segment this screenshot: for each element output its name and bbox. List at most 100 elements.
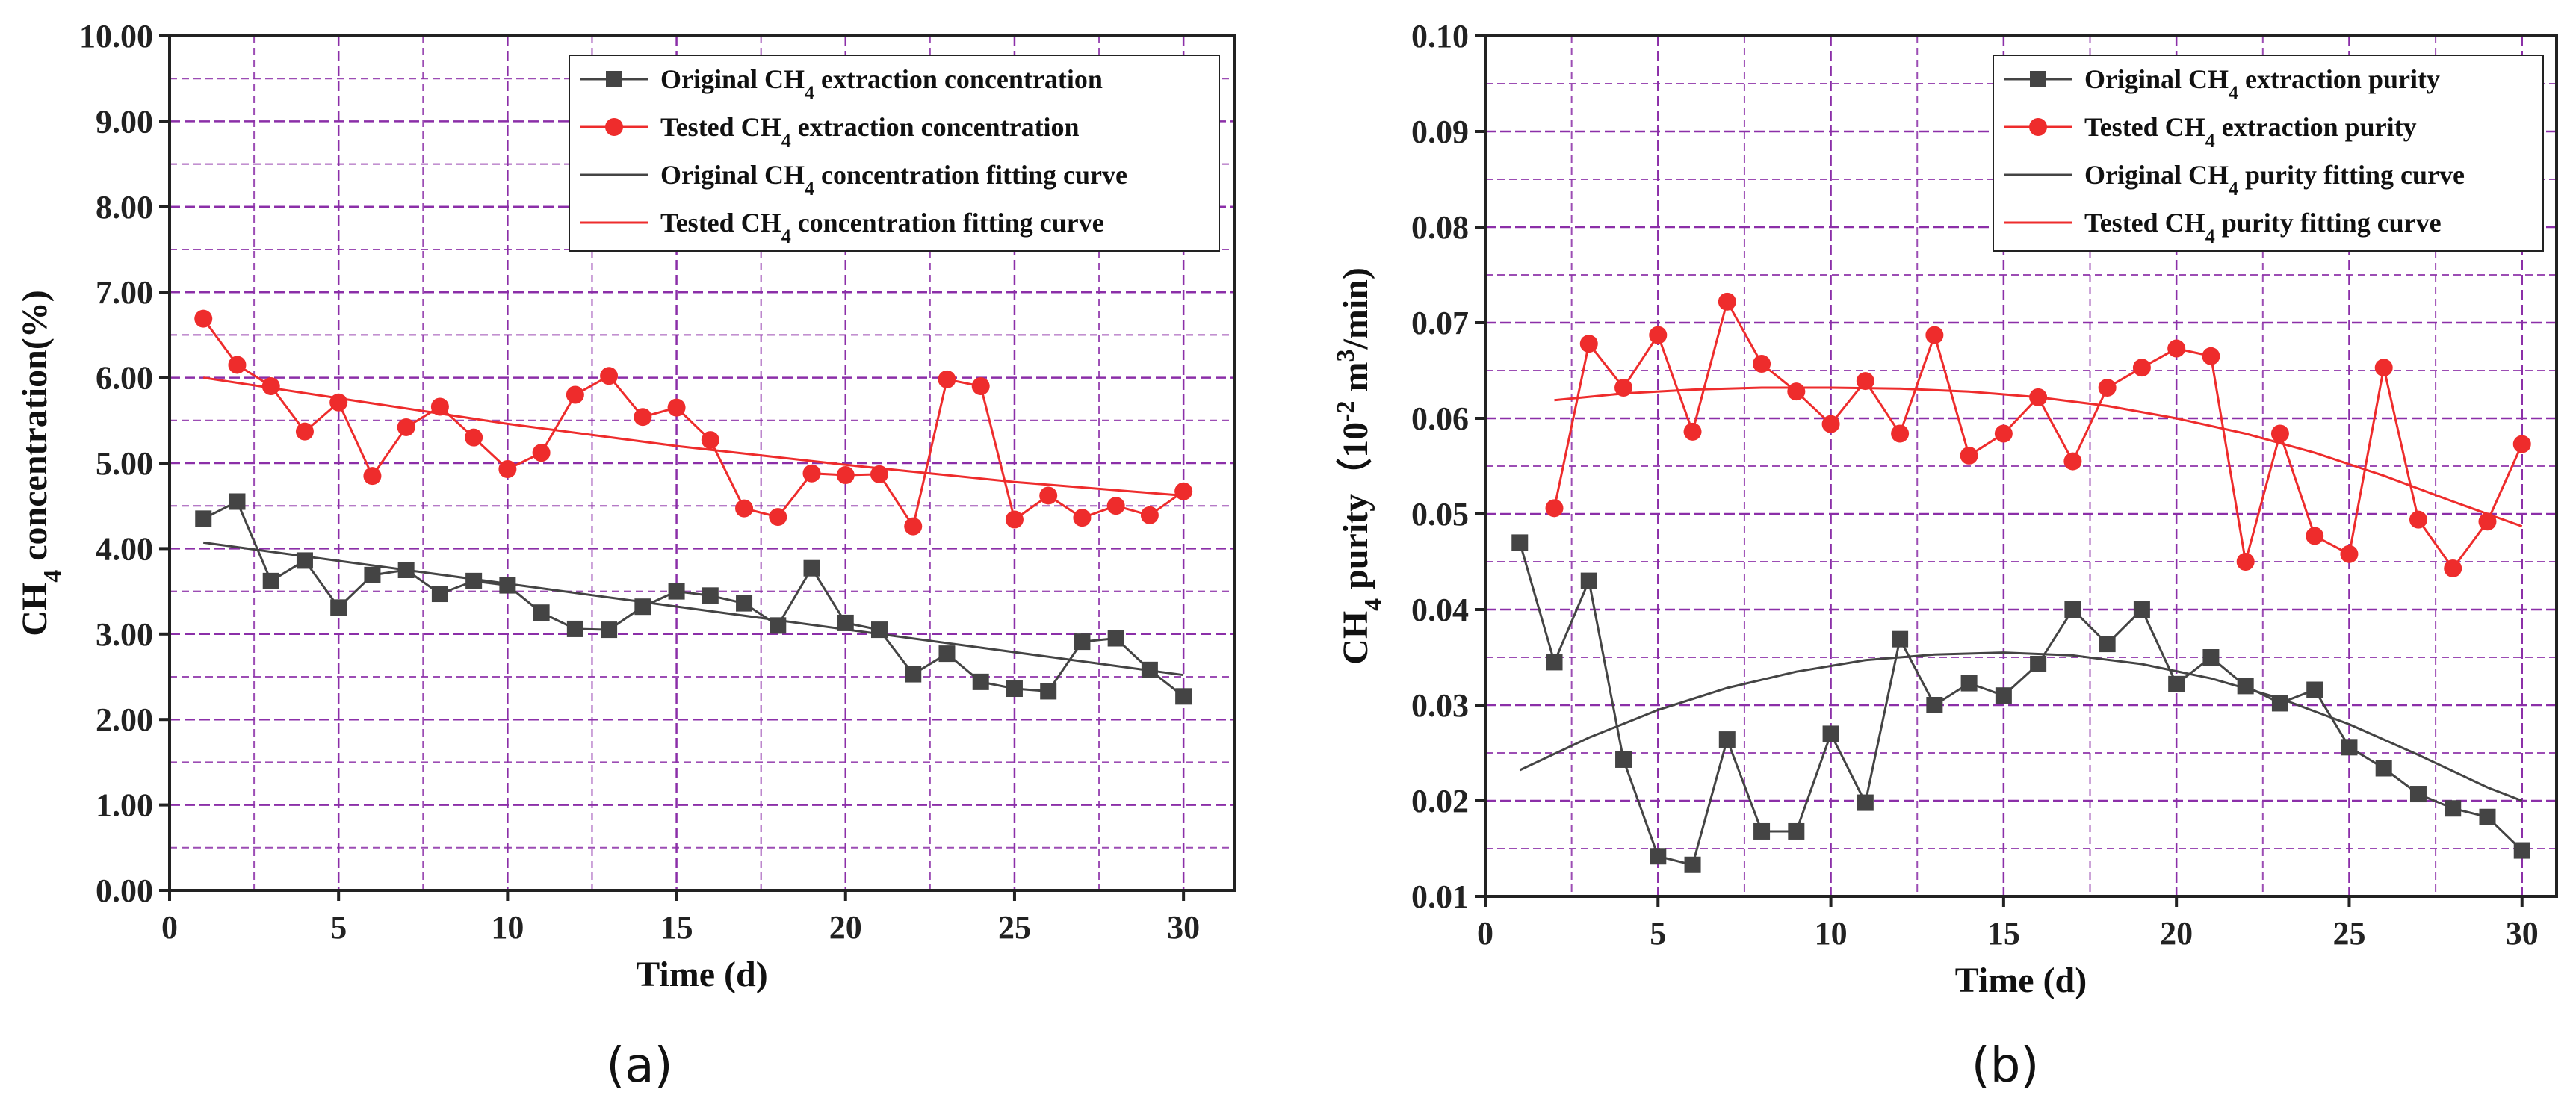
legend-swatch-marker <box>606 71 622 87</box>
point-orig <box>1718 731 1736 748</box>
point-orig <box>1960 675 1978 692</box>
series-origfit-line <box>202 541 1184 677</box>
point-orig <box>2445 800 2462 817</box>
x-tick-label: 10 <box>491 909 524 946</box>
point-orig <box>1040 683 1057 700</box>
panel-caption: (a) <box>606 1038 672 1094</box>
x-tick-label: 20 <box>829 909 862 946</box>
x-tick-label: 0 <box>161 909 178 946</box>
point-tested <box>701 431 719 450</box>
y-tick-label: 0.01 <box>1411 878 1469 915</box>
y-tick-label: 0.06 <box>1411 400 1469 437</box>
point-orig <box>1857 794 1874 811</box>
point-orig <box>2479 808 2496 825</box>
point-orig <box>1580 572 1597 589</box>
y-tick-label: 3.00 <box>96 616 153 653</box>
point-orig <box>2409 786 2427 803</box>
y-tick-label: 0.07 <box>1411 305 1469 341</box>
point-orig <box>1141 661 1158 678</box>
point-orig <box>1650 848 1667 865</box>
y-tick-label: 4.00 <box>96 530 153 567</box>
x-tick-label: 20 <box>2160 915 2193 952</box>
series-layer <box>194 309 1193 705</box>
point-tested <box>2409 510 2427 529</box>
point-orig <box>1926 697 1943 713</box>
point-orig <box>2099 636 2116 653</box>
point-tested <box>397 418 415 436</box>
y-tick-label: 0.08 <box>1411 209 1469 246</box>
point-tested <box>1718 292 1736 311</box>
y-tick-label: 5.00 <box>96 445 153 482</box>
point-orig <box>1822 725 1839 742</box>
series-orig-line <box>202 500 1185 698</box>
point-tested <box>1960 446 1978 465</box>
y-tick-label: 0.05 <box>1411 496 1469 533</box>
point-tested <box>261 377 280 396</box>
point-tested <box>1106 497 1125 515</box>
point-orig <box>972 673 989 690</box>
x-tick-label: 15 <box>1987 915 2020 952</box>
point-tested <box>600 367 619 385</box>
point-orig <box>465 572 483 589</box>
point-orig <box>803 559 820 577</box>
y-tick-label: 0.09 <box>1411 114 1469 150</box>
point-tested <box>1073 509 1092 527</box>
point-tested <box>566 385 584 404</box>
point-orig <box>2030 655 2047 672</box>
series-testedfit-line <box>202 376 1184 497</box>
x-axis-ticks: 0 5 10 15 20 25 30 <box>1477 896 2539 952</box>
point-tested <box>1683 422 1702 441</box>
plot-frame <box>1484 34 2558 898</box>
y-tick-label: 0.10 <box>1411 18 1469 55</box>
point-tested <box>532 444 551 462</box>
point-tested <box>2512 435 2531 453</box>
point-orig <box>1684 856 1701 873</box>
point-orig <box>566 620 583 637</box>
panel-caption: (b) <box>1972 1038 2040 1094</box>
point-tested <box>870 465 888 483</box>
legend-label-origfit: Original CH4 concentration fitting curve <box>660 160 1127 199</box>
legend-label-testedfit: Tested CH4 purity fitting curve <box>2084 208 2442 247</box>
x-tick-label: 25 <box>2332 915 2365 952</box>
point-orig <box>2064 601 2081 618</box>
point-orig <box>397 562 415 578</box>
point-orig <box>1995 687 2012 704</box>
point-orig <box>2341 739 2358 756</box>
y-axis-title: CH4 purity（10-2 m3/min) <box>1332 267 1387 665</box>
point-orig <box>905 666 922 683</box>
legend-label-orig: Original CH4 extraction concentration <box>660 64 1103 104</box>
point-orig <box>2237 678 2254 695</box>
point-tested <box>1174 482 1193 500</box>
point-tested <box>498 460 517 479</box>
point-tested <box>1925 326 1944 344</box>
point-orig <box>1788 822 1805 840</box>
x-axis-title: Time (d) <box>1955 961 2087 1000</box>
point-tested <box>329 393 348 412</box>
point-tested <box>363 467 382 486</box>
point-tested <box>1856 372 1874 391</box>
x-tick-label: 0 <box>1477 915 1493 952</box>
point-tested <box>1787 382 1806 401</box>
point-orig <box>1511 534 1529 551</box>
point-tested <box>1614 379 1633 397</box>
legend-frame <box>569 55 1220 252</box>
point-tested <box>1649 326 1668 344</box>
x-axis-ticks: 0 5 10 15 20 25 30 <box>161 890 1200 946</box>
legend: Original CH4 extraction purity Original C… <box>1993 55 2544 252</box>
x-tick-label: 30 <box>1167 909 1200 946</box>
point-tested <box>769 508 787 527</box>
legend-label-tested: Tested CH4 extraction concentration <box>660 112 1080 152</box>
point-tested <box>634 408 652 427</box>
point-orig <box>499 577 516 594</box>
point-tested <box>1821 415 1840 433</box>
point-tested <box>2098 379 2117 397</box>
point-tested <box>802 464 821 483</box>
series-tested-markers <box>1545 292 2531 577</box>
point-orig <box>837 614 854 631</box>
point-orig <box>2202 649 2220 666</box>
x-tick-label: 5 <box>1650 915 1666 952</box>
point-tested <box>295 422 314 441</box>
series-orig-markers <box>1511 534 2530 873</box>
point-tested <box>938 370 956 388</box>
